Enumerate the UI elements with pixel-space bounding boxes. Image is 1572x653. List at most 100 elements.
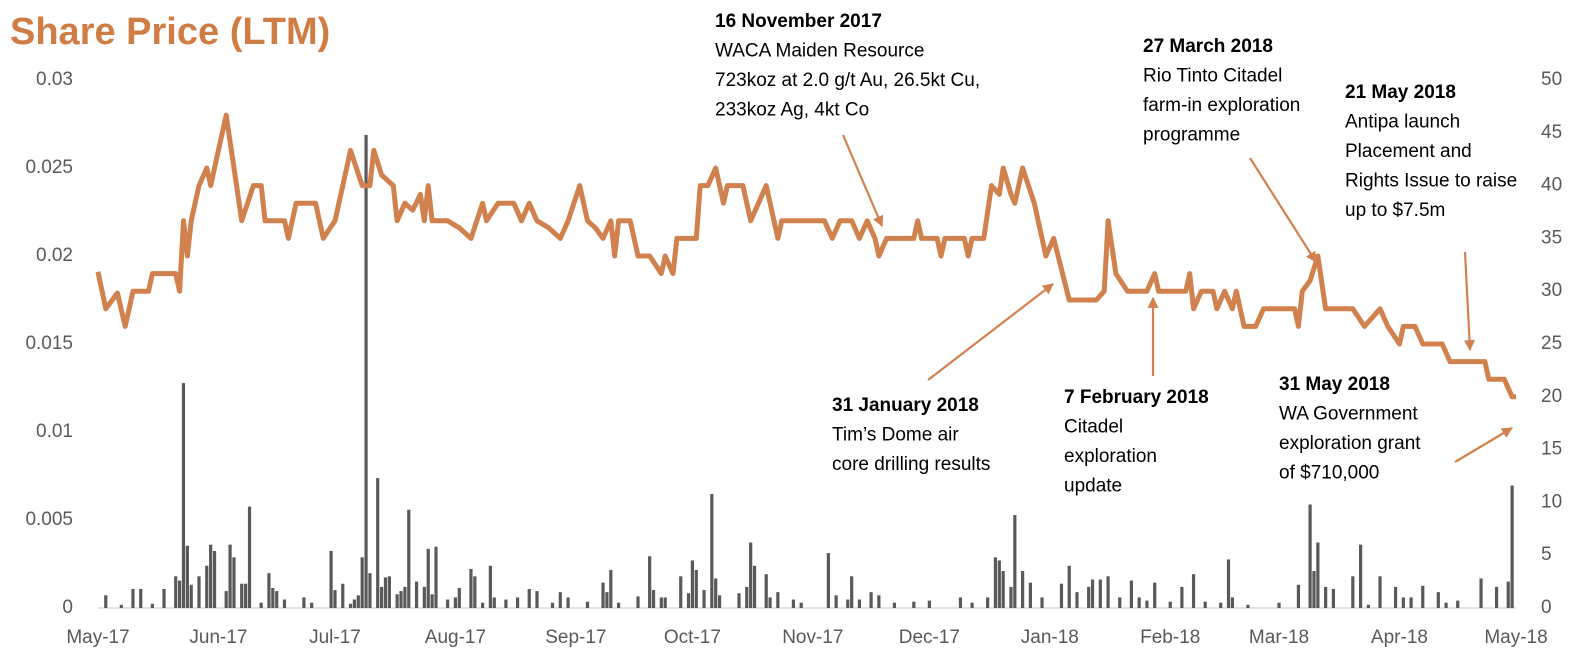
annotation-title: 31 January 2018 xyxy=(832,395,979,416)
volume-bar xyxy=(275,591,279,608)
annotation-text: update xyxy=(1064,476,1122,497)
volume-bar xyxy=(310,602,314,608)
volume-bar xyxy=(271,587,275,608)
volume-bar xyxy=(566,597,570,608)
volume-bar xyxy=(1277,602,1281,608)
volume-bar xyxy=(558,592,562,608)
volume-bar xyxy=(877,595,881,608)
volume-bar xyxy=(710,493,714,608)
volume-bar xyxy=(1168,601,1172,608)
volume-bar xyxy=(1009,586,1013,608)
volume-bar xyxy=(492,597,496,608)
x-tick-label: Jul-17 xyxy=(309,627,361,648)
volume-bar xyxy=(453,597,458,608)
volume-bar xyxy=(958,597,963,608)
volume-bar xyxy=(376,478,380,608)
volume-bar xyxy=(752,565,757,608)
annotation-text: Tim’s Dome air xyxy=(832,425,959,446)
volume-bar xyxy=(749,542,753,608)
volume-bar xyxy=(1001,571,1005,608)
volume-bar xyxy=(636,596,640,608)
volume-bar xyxy=(247,506,252,608)
annotation-arrow xyxy=(1249,157,1317,263)
volume-bar xyxy=(209,544,213,608)
y-tick-label: 0.015 xyxy=(25,333,73,354)
annotation-text: Rights Issue to raise xyxy=(1345,171,1517,192)
price-line xyxy=(95,112,1516,400)
volume-bar xyxy=(205,565,209,608)
volume-bar xyxy=(1028,582,1032,608)
volume-bar xyxy=(434,546,438,608)
annotation-title: 7 February 2018 xyxy=(1064,387,1209,408)
volume-bar xyxy=(1393,586,1398,608)
volume-bar xyxy=(104,595,108,608)
volume-bar xyxy=(348,603,353,608)
y2-tick-label: 10 xyxy=(1541,491,1562,512)
volume-bar xyxy=(244,583,248,608)
volume-bar xyxy=(430,594,434,608)
annotation-text: of $710,000 xyxy=(1279,463,1379,484)
volume-bar xyxy=(799,602,803,608)
volume-bar xyxy=(282,599,287,608)
volume-bar xyxy=(1106,576,1110,608)
volume-bar xyxy=(1359,544,1363,608)
x-tick-label: Jun-17 xyxy=(189,627,247,648)
y-tick-label: 0 xyxy=(62,597,73,618)
volume-bar xyxy=(993,557,998,608)
volume-bar xyxy=(1137,597,1141,608)
volume-bar xyxy=(1021,571,1025,608)
volume-bar xyxy=(1129,580,1133,608)
volume-bar xyxy=(426,548,430,608)
volume-bar xyxy=(605,592,609,608)
volume-bar xyxy=(1191,574,1196,608)
volume-bar xyxy=(446,599,450,608)
y2-tick-label: 0 xyxy=(1541,597,1552,618)
x-tick-label: Feb-18 xyxy=(1140,627,1200,648)
volume-bar xyxy=(745,586,749,608)
volume-bar xyxy=(1324,586,1328,608)
y2-tick-label: 40 xyxy=(1541,175,1562,196)
volume-bar xyxy=(399,591,403,608)
volume-bar xyxy=(1308,504,1312,608)
volume-bar xyxy=(267,573,271,608)
y2-tick-label: 20 xyxy=(1541,386,1562,407)
y2-tick-label: 25 xyxy=(1541,333,1562,354)
volume-bar xyxy=(1203,601,1207,608)
volume-bar xyxy=(150,603,154,608)
volume-bar xyxy=(368,573,372,608)
y-tick-label: 0.03 xyxy=(36,69,73,90)
annotation-text: 233koz Ag, 4kt Co xyxy=(715,100,869,121)
x-tick-label: Oct-17 xyxy=(664,627,721,648)
volume-bar xyxy=(834,595,838,608)
y2-tick-label: 50 xyxy=(1541,69,1562,90)
annotation-arrow xyxy=(841,134,884,228)
annotation-text: 723koz at 2.0 g/t Au, 26.5kt Cu, xyxy=(715,70,980,91)
volume-bar xyxy=(702,590,706,608)
volume-bar xyxy=(383,577,388,608)
volume-bar xyxy=(481,602,485,608)
y-tick-label: 0.01 xyxy=(36,421,73,442)
volume-bar xyxy=(1494,586,1499,608)
annotation-arrow xyxy=(1463,251,1475,352)
volume-bar xyxy=(333,590,337,608)
volume-bar xyxy=(550,602,555,608)
volume-bar xyxy=(119,604,123,608)
annotation-text: Citadel xyxy=(1064,417,1123,438)
annotation-text: Placement and xyxy=(1345,141,1472,162)
volume-bar xyxy=(1219,602,1223,608)
volume-bar xyxy=(826,553,830,608)
volume-bar xyxy=(1510,485,1514,608)
volume-bar xyxy=(302,597,306,608)
volume-bar xyxy=(240,583,244,608)
annotation-text: Rio Tinto Citadel xyxy=(1143,66,1282,87)
x-tick-label: Sep-17 xyxy=(545,627,606,648)
volume-bar xyxy=(737,593,741,608)
x-tick-label: Mar-18 xyxy=(1249,627,1309,648)
volume-bar xyxy=(228,544,232,608)
volume-bar xyxy=(1421,585,1425,608)
volume-bar xyxy=(1456,600,1460,608)
annotation-arrow xyxy=(1454,427,1513,463)
volume-bar xyxy=(504,599,508,608)
x-tick-label: Nov-17 xyxy=(782,627,843,648)
annotation-arrow xyxy=(927,283,1054,381)
